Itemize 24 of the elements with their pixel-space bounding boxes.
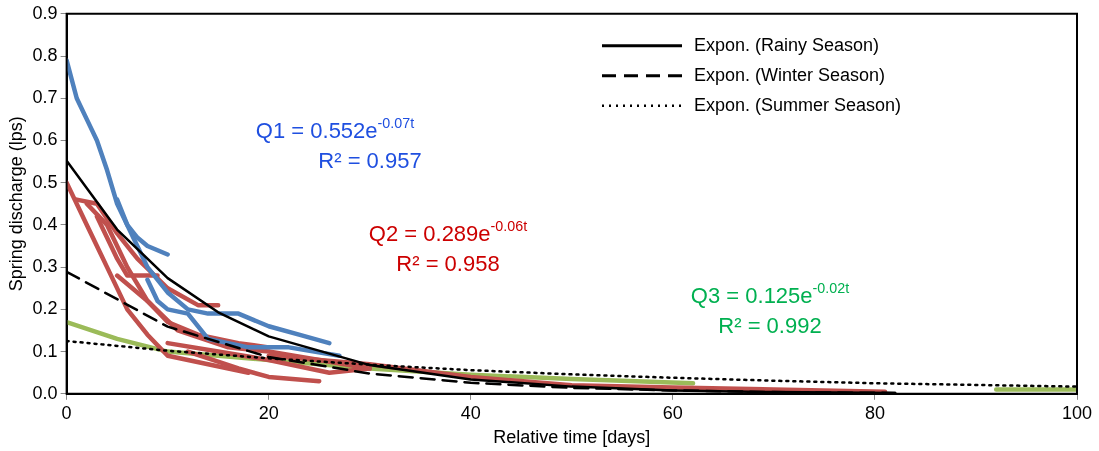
x-tick-label: 80: [864, 402, 885, 423]
legend-label: Expon. (Winter Season): [694, 64, 886, 85]
x-tick-label: 40: [460, 402, 481, 423]
y-tick-label: 0.9: [32, 2, 58, 23]
y-tick-label: 0.4: [32, 213, 58, 234]
y-tick-label: 0.2: [32, 298, 58, 319]
x-tick-label: 20: [258, 402, 279, 423]
y-tick-label: 0.3: [32, 256, 58, 277]
y-tick-label: 0.8: [32, 44, 58, 65]
annotation: R² = 0.958: [396, 251, 500, 276]
legend-label: Expon. (Rainy Season): [694, 34, 880, 55]
x-axis-title: Relative time [days]: [493, 427, 651, 448]
y-tick-label: 0.0: [32, 382, 58, 403]
y-tick-label: 0.1: [32, 340, 58, 361]
annotation: R² = 0.992: [718, 313, 822, 338]
x-tick-label: 60: [662, 402, 683, 423]
x-tick-label: 100: [1061, 402, 1093, 423]
y-axis-title: Spring discharge (lps): [5, 116, 26, 292]
y-tick-label: 0.5: [32, 171, 58, 192]
y-tick-label: 0.6: [32, 129, 58, 150]
legend-label: Expon. (Summer Season): [694, 94, 902, 115]
y-tick-label: 0.7: [32, 87, 58, 108]
annotation: R² = 0.957: [318, 148, 422, 173]
x-tick-label: 0: [61, 402, 72, 423]
